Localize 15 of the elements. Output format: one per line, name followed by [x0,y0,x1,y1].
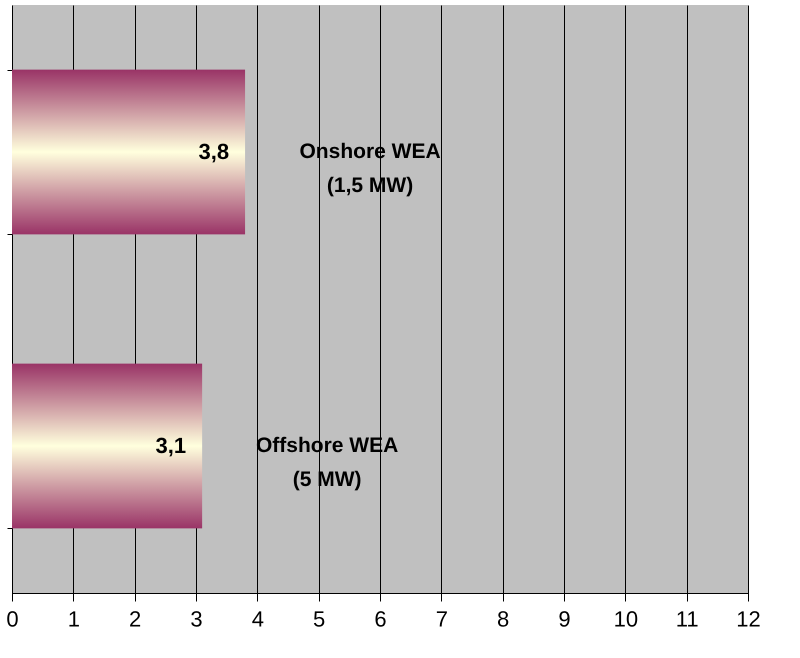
x-tick-label: 9 [558,606,571,632]
x-tick-label: 4 [252,606,264,632]
x-tick-label: 5 [313,606,326,632]
x-tick-label: 6 [374,606,387,632]
x-tick-label: 0 [6,606,19,632]
x-tick-label: 8 [497,606,510,632]
x-tick-label: 2 [129,606,142,632]
x-tick-label: 7 [436,606,448,632]
x-tick-label: 10 [614,606,638,632]
x-tick-label: 11 [676,606,699,632]
x-tick-label: 1 [68,606,80,632]
data-label: 3,8 [198,139,230,164]
x-tick-label: 12 [736,606,761,632]
data-label: 3,1 [156,433,186,458]
x-tick-label: 3 [190,606,203,632]
